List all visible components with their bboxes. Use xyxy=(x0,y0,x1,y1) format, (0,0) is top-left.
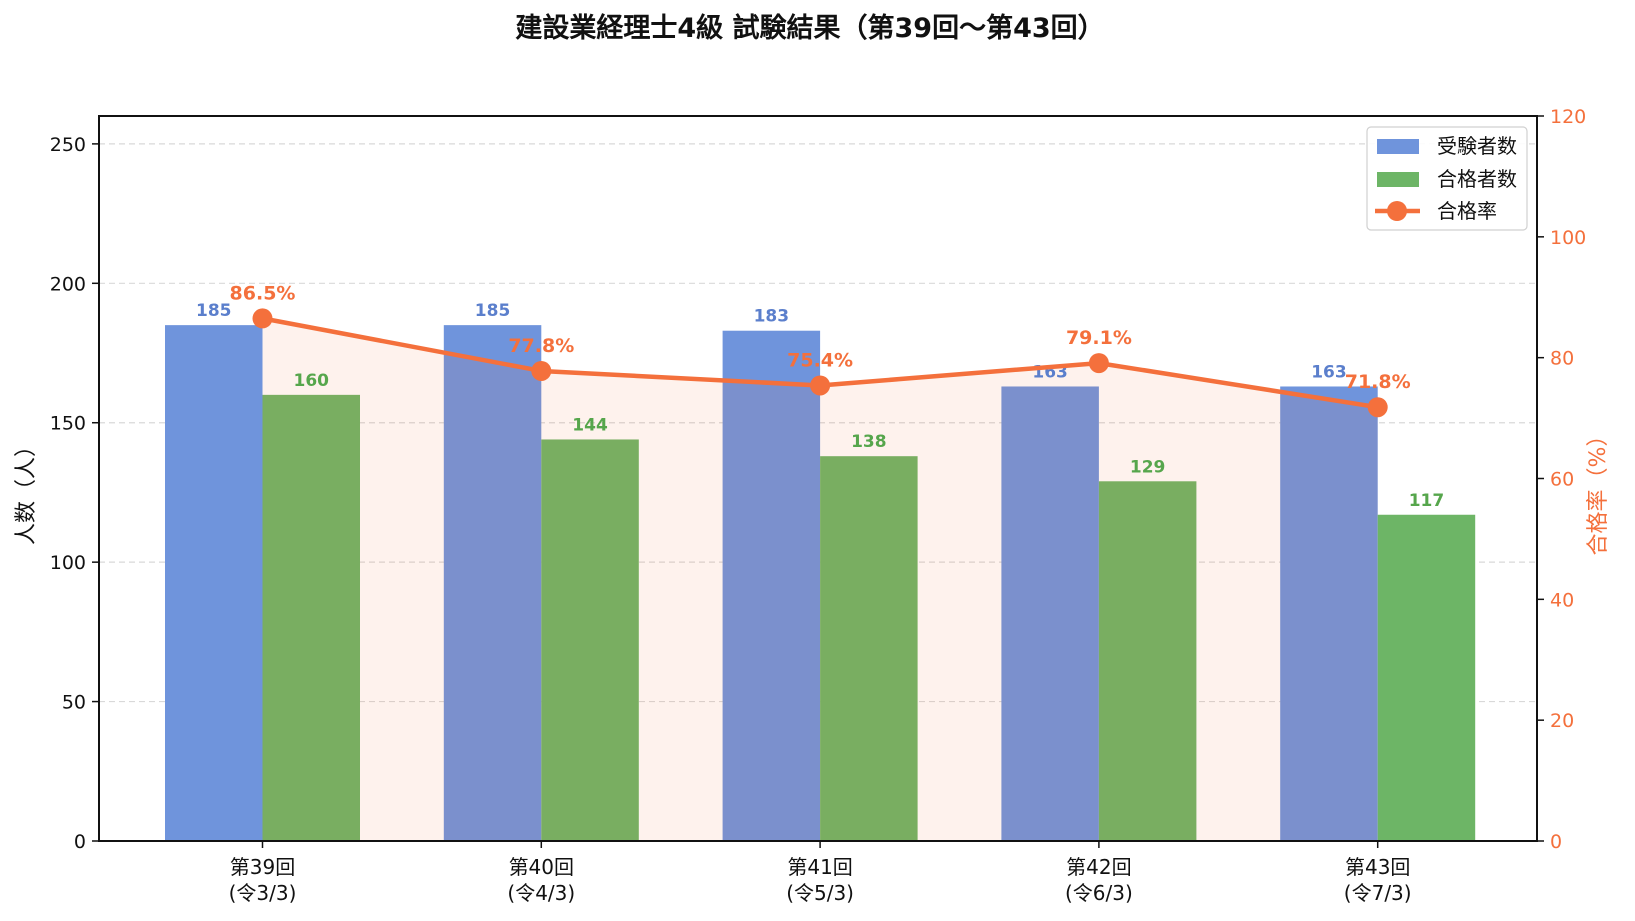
rate-label: 75.4% xyxy=(787,349,853,371)
rate-marker xyxy=(1088,353,1109,374)
x-tick-label: 第43回 xyxy=(1345,855,1410,879)
legend-label: 合格者数 xyxy=(1437,167,1517,191)
bar-examinees xyxy=(443,325,542,841)
bar-label-passers: 117 xyxy=(1409,491,1445,511)
x-tick-label: 第42回 xyxy=(1066,855,1131,879)
y-tick-label: 100 xyxy=(50,552,86,574)
bar-passers xyxy=(541,439,639,841)
legend-label: 受験者数 xyxy=(1437,134,1517,158)
legend-label: 合格率 xyxy=(1437,199,1497,223)
chart-title: 建設業経理士4級 試験結果（第39回〜第43回） xyxy=(515,12,1104,44)
rate-marker xyxy=(1367,397,1388,418)
y-tick-label: 0 xyxy=(74,831,86,853)
rate-marker xyxy=(252,308,273,329)
y-tick-label: 150 xyxy=(50,413,86,435)
x-tick-label: 第41回 xyxy=(787,855,852,879)
rate-label: 71.8% xyxy=(1345,371,1411,393)
bar-label-passers: 138 xyxy=(851,432,887,452)
bar-label-passers: 160 xyxy=(294,371,330,391)
rate-label: 79.1% xyxy=(1066,327,1132,349)
bar-label-examinees: 183 xyxy=(754,307,790,327)
y2-tick-label: 60 xyxy=(1550,469,1574,491)
bar-passers xyxy=(262,394,360,841)
legend-swatch-examinees xyxy=(1377,139,1419,154)
y2-axis-label: 合格率（%） xyxy=(1586,425,1611,556)
y-tick-label: 250 xyxy=(50,134,86,156)
bar-examinees xyxy=(1280,386,1378,841)
x-tick-label: 第39回 xyxy=(230,855,295,879)
x-tick-sublabel: (令7/3) xyxy=(1344,881,1412,905)
legend-swatch-passers xyxy=(1377,172,1419,187)
rate-label: 77.8% xyxy=(508,335,574,357)
rate-marker xyxy=(531,360,552,381)
y2-tick-label: 20 xyxy=(1550,710,1574,732)
rate-label: 86.5% xyxy=(230,282,296,304)
bar-label-examinees: 163 xyxy=(1311,362,1347,382)
y2-tick-label: 80 xyxy=(1550,348,1574,370)
bar-passers xyxy=(820,456,918,841)
bar-examinees xyxy=(1001,386,1099,841)
x-tick-sublabel: (令5/3) xyxy=(786,881,854,905)
bar-label-passers: 144 xyxy=(572,415,608,435)
y-axis-label: 人数（人） xyxy=(14,435,39,545)
y-tick-label: 200 xyxy=(50,273,86,295)
bar-label-passers: 129 xyxy=(1130,457,1166,477)
bar-label-examinees: 185 xyxy=(475,301,511,321)
x-tick-label: 第40回 xyxy=(509,855,574,879)
x-tick-sublabel: (令6/3) xyxy=(1065,881,1133,905)
bar-passers xyxy=(1098,481,1197,841)
rate-area xyxy=(262,318,1378,841)
x-tick-sublabel: (令4/3) xyxy=(507,881,575,905)
rate-marker xyxy=(810,375,831,396)
bar-examinees xyxy=(722,330,821,841)
bar-examinees xyxy=(165,325,263,841)
bar-label-examinees: 185 xyxy=(196,301,232,321)
y2-tick-label: 120 xyxy=(1550,106,1586,128)
y2-tick-label: 100 xyxy=(1550,227,1586,249)
y2-tick-label: 0 xyxy=(1550,831,1562,853)
y2-tick-label: 40 xyxy=(1550,589,1574,611)
legend-marker-icon xyxy=(1387,201,1407,221)
bar-passers xyxy=(1377,514,1476,841)
x-tick-sublabel: (令3/3) xyxy=(229,881,297,905)
y-tick-label: 50 xyxy=(62,692,86,714)
